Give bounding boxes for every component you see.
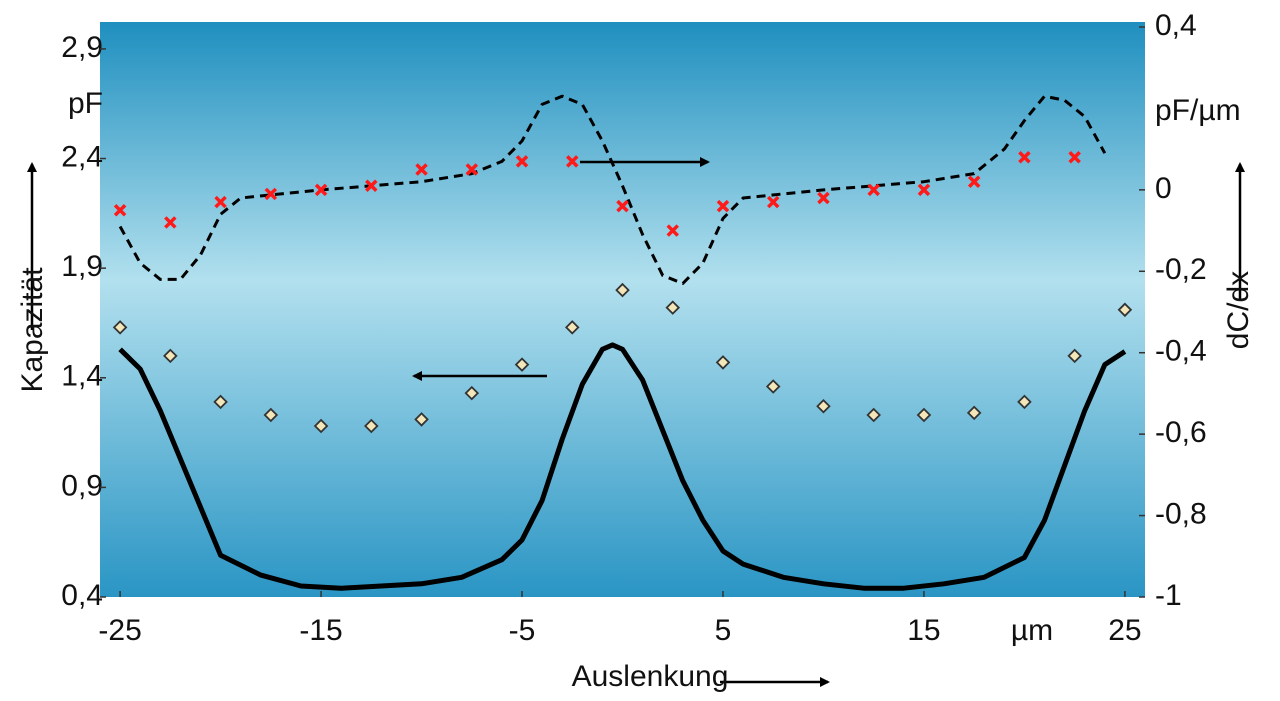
diamond-marker — [514, 357, 530, 372]
y-tick-label: 1,9 — [61, 250, 103, 283]
x-tick-label: 5 — [715, 614, 732, 647]
dashed-line — [118, 94, 1107, 285]
diamond-marker — [665, 300, 681, 315]
diamond-marker — [916, 407, 932, 423]
y2-axis-label: dC/dx — [1222, 271, 1255, 349]
y2-unit: pF/µm — [1155, 94, 1241, 127]
x-marker — [164, 216, 177, 229]
diamond-marker — [1117, 302, 1133, 318]
x-marker — [214, 195, 227, 209]
y2-tick-label: 0 — [1155, 172, 1172, 205]
x-tick-label: -5 — [509, 614, 536, 647]
y2-tick-label: -0,8 — [1155, 497, 1207, 530]
x-marker — [415, 163, 428, 176]
x-marker — [666, 224, 679, 237]
y-tick-label: 2,4 — [61, 140, 103, 173]
diamond-marker — [816, 398, 831, 414]
diamond-marker — [564, 320, 580, 335]
diamond-marker — [313, 418, 329, 434]
diamond-marker — [615, 282, 630, 298]
diamond-marker — [213, 394, 228, 410]
diamond-marker — [1067, 348, 1082, 364]
y2-tick-label: 0,4 — [1155, 9, 1197, 42]
diamond-marker — [163, 348, 178, 364]
x-marker — [566, 155, 579, 168]
diamond-marker — [1017, 394, 1032, 410]
x-marker — [817, 191, 830, 205]
x-marker — [867, 183, 880, 197]
y-tick-label: 2,9 — [61, 31, 103, 64]
y2-tick-label: -0,2 — [1155, 253, 1207, 286]
x-marker — [465, 163, 479, 176]
x-tick-label: -25 — [98, 614, 141, 647]
x-marker — [1018, 151, 1031, 164]
y-tick-label: 1,4 — [61, 360, 103, 393]
x-marker — [515, 155, 529, 168]
diamond-marker — [414, 412, 429, 427]
y-axis-label: Kapazität — [16, 267, 49, 393]
diamond-marker — [464, 385, 480, 401]
diamond-marker — [966, 405, 982, 421]
x-tick-label: -15 — [299, 614, 342, 647]
y2-tick-label: -1 — [1155, 579, 1182, 612]
y2-tick-label: -0,4 — [1155, 335, 1207, 368]
diamond-marker — [263, 407, 279, 423]
plot-background — [100, 22, 1145, 597]
x-marker — [917, 183, 931, 197]
x-marker — [766, 195, 780, 209]
x-axis-label: Auslenkung — [572, 660, 729, 693]
x-marker — [264, 187, 278, 201]
diamond-marker — [765, 379, 781, 394]
x-tick-label: 25 — [1108, 614, 1141, 647]
diamond-marker — [715, 355, 731, 370]
y-tick-label: 0,4 — [61, 579, 103, 612]
x-marker — [616, 199, 629, 213]
x-marker — [365, 179, 378, 193]
diamond-marker — [364, 418, 379, 434]
x-marker — [716, 199, 730, 213]
x-marker — [113, 203, 127, 217]
diamond-marker — [112, 320, 128, 335]
x-tick-label: 15 — [907, 614, 940, 647]
x-unit: µm — [1011, 614, 1053, 647]
y2-tick-label: -0,6 — [1155, 416, 1207, 449]
x-marker — [314, 183, 328, 197]
x-marker — [967, 175, 981, 188]
diamond-marker — [866, 407, 881, 423]
y-unit: pF — [68, 87, 103, 120]
solid-line — [118, 342, 1127, 591]
x-marker — [1068, 151, 1081, 164]
marks — [112, 94, 1133, 591]
y-tick-label: 0,9 — [61, 469, 103, 502]
